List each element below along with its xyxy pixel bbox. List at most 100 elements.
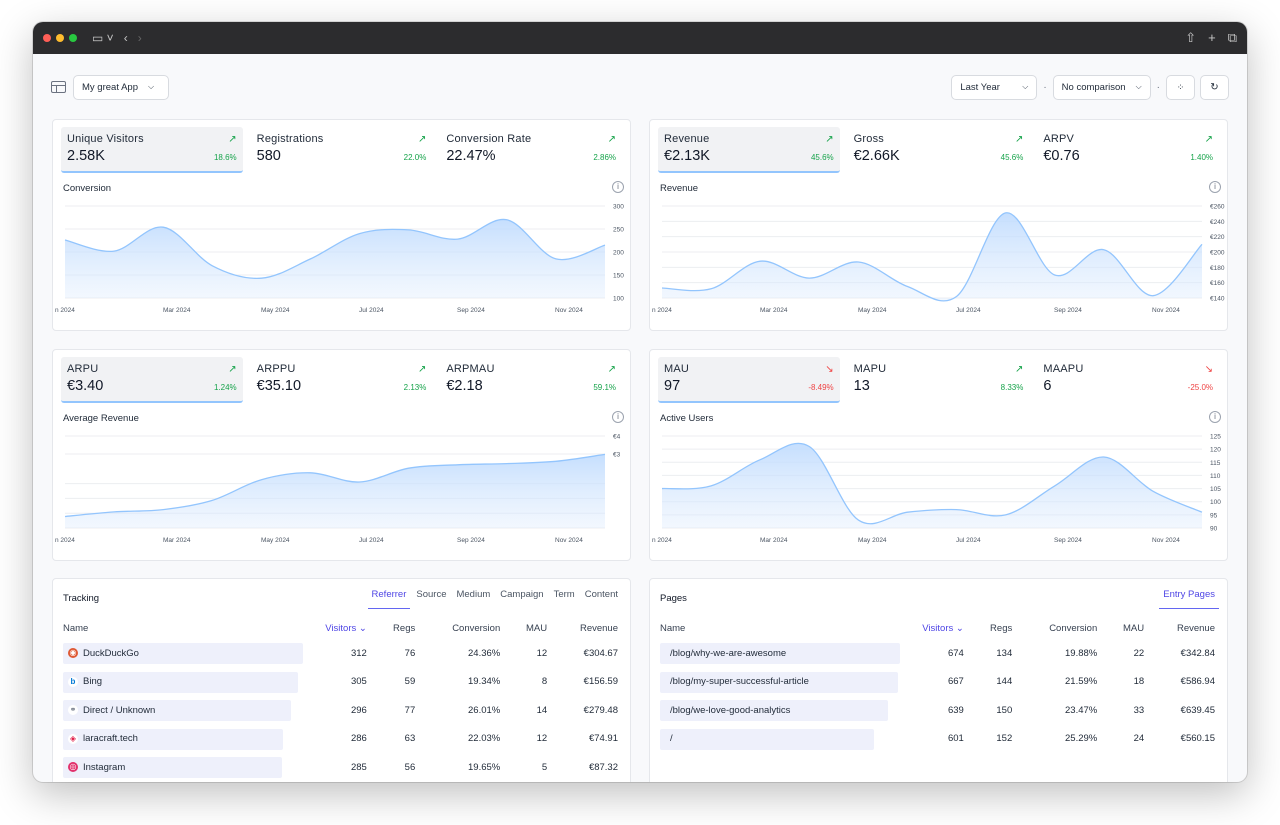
row-conversion: 26.01% bbox=[468, 704, 501, 716]
metric-registrations[interactable]: Registrations 580 ↗ 22.0% bbox=[251, 127, 433, 173]
metric-arppu[interactable]: ARPPU €35.10 ↗ 2.13% bbox=[251, 357, 433, 403]
series-line bbox=[64, 453, 606, 518]
metric-value: €2.13K bbox=[664, 148, 710, 164]
period-select[interactable]: Last Year ⌵ bbox=[951, 74, 1038, 100]
table-row[interactable]: /blog/my-super-successful-article 667 144 2… bbox=[650, 668, 1227, 697]
table-row[interactable]: ⚭ Direct / Unknown 296 77 26.01% 14 €279.48 bbox=[53, 696, 630, 725]
x-tick-label: Jul 2024 bbox=[359, 537, 384, 544]
close-window-button[interactable] bbox=[43, 34, 51, 42]
chart-title: Average Revenue bbox=[63, 413, 139, 424]
column-mau[interactable]: MAU bbox=[526, 622, 548, 634]
y-tick-label: 100 bbox=[1210, 499, 1221, 506]
filter-button[interactable]: ⁘ bbox=[1166, 74, 1195, 100]
row-regs: 152 bbox=[996, 733, 1013, 745]
column-visitors[interactable]: Visitors ⌄ bbox=[325, 622, 367, 634]
y-tick-label: €3 bbox=[613, 452, 621, 459]
tab-medium[interactable]: Medium bbox=[456, 589, 491, 600]
metric-conversion-rate[interactable]: Conversion Rate 22.47% ↗ 2.86% bbox=[440, 127, 622, 173]
info-icon[interactable]: i bbox=[1209, 181, 1221, 193]
row-mau: 12 bbox=[536, 733, 548, 745]
metric-value: 97 bbox=[664, 378, 681, 394]
layout-icon[interactable] bbox=[51, 81, 66, 93]
row-regs: 134 bbox=[996, 647, 1013, 659]
row-regs: 76 bbox=[404, 647, 416, 659]
row-name: /blog/why-we-are-awesome bbox=[670, 647, 787, 659]
y-tick-label: €140 bbox=[1210, 296, 1225, 303]
x-tick-label: Jul 2024 bbox=[956, 537, 981, 544]
column-revenue[interactable]: Revenue bbox=[579, 622, 618, 634]
table-row[interactable]: /blog/why-we-are-awesome 674 134 19.88% 22 €3… bbox=[650, 639, 1227, 668]
column-mau[interactable]: MAU bbox=[1123, 622, 1145, 634]
info-icon[interactable]: i bbox=[612, 181, 624, 193]
minimize-window-button[interactable] bbox=[56, 34, 64, 42]
table-row[interactable]: ◉ DuckDuckGo 312 76 24.36% 12 €304.67 bbox=[53, 639, 630, 668]
table-row[interactable]: / 601 152 25.29% 24 €560.15 bbox=[650, 725, 1227, 754]
metric-value: €3.40 bbox=[67, 378, 104, 394]
table-row[interactable]: ◎ Instagram 285 56 19.65% 5 €87.32 bbox=[53, 753, 630, 782]
y-tick-label: 100 bbox=[613, 296, 624, 303]
metric-unique-visitors[interactable]: Unique Visitors 2.58K ↗ 18.6% bbox=[61, 127, 243, 173]
trend-up-icon: ↗ bbox=[228, 364, 237, 375]
trend-up-icon: ↗ bbox=[1014, 134, 1024, 145]
metric-change: 18.6% bbox=[213, 153, 237, 162]
table-row[interactable]: b Bing 305 59 19.34% 8 €156.59 bbox=[53, 668, 630, 697]
y-tick-label: 120 bbox=[1210, 447, 1221, 454]
column-conversion[interactable]: Conversion bbox=[452, 622, 501, 634]
metric-value: €0.76 bbox=[1043, 148, 1080, 164]
table-row[interactable]: ◈ laracraft.tech 286 63 22.03% 12 €74.91 bbox=[53, 725, 630, 754]
metric-revenue[interactable]: Revenue €2.13K ↗ 45.6% bbox=[658, 127, 840, 173]
y-tick-label: 110 bbox=[1210, 473, 1221, 480]
y-tick-label: 115 bbox=[1210, 460, 1221, 467]
x-tick-label: Mar 2024 bbox=[163, 307, 191, 314]
share-icon[interactable]: ⇧ bbox=[1185, 30, 1197, 45]
metric-value: 6 bbox=[1043, 378, 1052, 394]
column-conversion[interactable]: Conversion bbox=[1049, 622, 1098, 634]
revenue-card: Revenue €2.13K ↗ 45.6% Gross €2.66K ↗ 45.6% ARPV… bbox=[649, 119, 1228, 331]
metric-gross[interactable]: Gross €2.66K ↗ 45.6% bbox=[848, 127, 1030, 173]
column-revenue[interactable]: Revenue bbox=[1176, 622, 1215, 634]
zoom-window-button[interactable] bbox=[69, 34, 77, 42]
new-tab-icon[interactable]: + bbox=[1208, 30, 1216, 45]
x-tick-label: May 2024 bbox=[261, 537, 290, 544]
metric-arpu[interactable]: ARPU €3.40 ↗ 1.24% bbox=[61, 357, 243, 403]
column-regs[interactable]: Regs bbox=[990, 622, 1013, 634]
metric-label: ARPV bbox=[1043, 133, 1075, 145]
metric-arpv[interactable]: ARPV €0.76 ↗ 1.40% bbox=[1037, 127, 1219, 173]
back-icon[interactable]: ‹ bbox=[123, 31, 128, 45]
metric-maapu[interactable]: MAAPU 6 ↘ -25.0% bbox=[1037, 357, 1219, 403]
metric-tabs: MAU 97 ↘ -8.49% MAPU 13 ↗ 8.33% MAAPU 6 ↘ -25.0% bbox=[650, 350, 1227, 403]
metric-arpmau[interactable]: ARPMAU €2.18 ↗ 59.1% bbox=[440, 357, 622, 403]
tab-referrer[interactable]: Referrer bbox=[367, 589, 411, 609]
column-visitors[interactable]: Visitors ⌄ bbox=[922, 622, 964, 634]
tab-source[interactable]: Source bbox=[416, 589, 447, 600]
comparison-select[interactable]: No comparison ⌵ bbox=[1052, 74, 1151, 100]
tab-entry-pages[interactable]: Entry Pages bbox=[1159, 589, 1219, 609]
sidebar-toggle-icon[interactable]: ▭ ˅ bbox=[92, 31, 114, 45]
tab-campaign[interactable]: Campaign bbox=[500, 589, 544, 600]
y-tick-label: 250 bbox=[613, 227, 624, 234]
row-conversion: 23.47% bbox=[1065, 704, 1098, 716]
metric-value: €2.18 bbox=[446, 378, 483, 394]
tab-term[interactable]: Term bbox=[553, 589, 575, 600]
y-tick-label: 125 bbox=[1210, 434, 1221, 441]
metric-mau[interactable]: MAU 97 ↘ -8.49% bbox=[658, 357, 840, 403]
row-mau: 24 bbox=[1133, 733, 1145, 745]
metric-value: 2.58K bbox=[67, 148, 105, 164]
tab-content[interactable]: Content bbox=[584, 589, 618, 600]
row-name-cell: ⚭ Direct / Unknown bbox=[53, 696, 303, 725]
column-regs[interactable]: Regs bbox=[393, 622, 416, 634]
row-mau: 14 bbox=[536, 704, 548, 716]
info-icon[interactable]: i bbox=[612, 411, 624, 423]
table-row[interactable]: /blog/we-love-good-analytics 639 150 23.47%… bbox=[650, 696, 1227, 725]
top-bar: My great App ⌵ Last Year ⌵ · No comparison… bbox=[51, 74, 1229, 100]
app-selector[interactable]: My great App ⌵ bbox=[73, 74, 169, 100]
trend-up-icon: ↗ bbox=[228, 134, 237, 145]
forward-icon[interactable]: › bbox=[137, 31, 142, 45]
separator-dot: · bbox=[1156, 81, 1160, 93]
metric-mapu[interactable]: MAPU 13 ↗ 8.33% bbox=[848, 357, 1030, 403]
chevron-down-icon: ⌵ bbox=[1135, 82, 1142, 91]
tabs-overview-icon[interactable]: ⧉ bbox=[1227, 30, 1237, 45]
refresh-button[interactable]: ↻ bbox=[1200, 74, 1229, 100]
info-icon[interactable]: i bbox=[1209, 411, 1221, 423]
row-mau: 33 bbox=[1133, 704, 1145, 716]
